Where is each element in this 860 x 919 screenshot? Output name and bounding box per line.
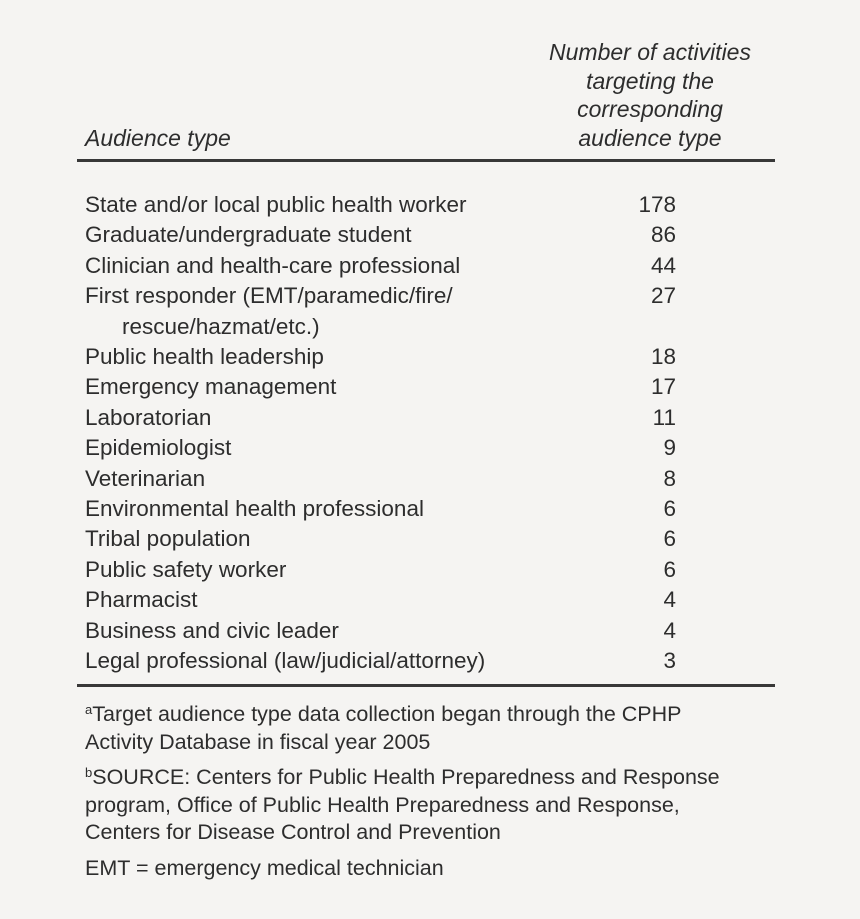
- audience-type-cell: First responder (EMT/paramedic/fire/ res…: [85, 281, 606, 342]
- table-row: Pharmacist 4: [85, 585, 676, 615]
- audience-type-cell: Laboratorian: [85, 403, 606, 433]
- footnote-text: EMT = emergency medical technician: [85, 855, 444, 880]
- audience-type-text-wrapped: rescue/hazmat/etc.): [122, 313, 320, 339]
- activity-count-cell: 6: [663, 556, 676, 582]
- table-row: Public health leadership 18: [85, 342, 676, 372]
- table-row: First responder (EMT/paramedic/fire/ res…: [85, 281, 676, 342]
- audience-type-cell: Public safety worker: [85, 555, 606, 585]
- footnotes-section: aTarget audience type data collection be…: [85, 701, 785, 890]
- audience-type-text: Legal professional (law/judicial/attorne…: [85, 648, 486, 674]
- column-header-activity-count: Number of activities targeting the corre…: [549, 39, 751, 151]
- audience-type-cell: Legal professional (law/judicial/attorne…: [85, 646, 606, 676]
- footnote-text: SOURCE: Centers for Public Health Prepar…: [85, 765, 720, 844]
- table-body: State and/or local public health worker …: [85, 190, 676, 677]
- audience-type-cell: Clinician and health-care professional: [85, 251, 606, 281]
- footnote: aTarget audience type data collection be…: [85, 701, 785, 756]
- activity-count-cell: 6: [663, 496, 676, 522]
- audience-type-text: Laboratorian: [85, 404, 212, 430]
- audience-type-cell: Business and civic leader: [85, 616, 606, 646]
- audience-type-cell: Tribal population: [85, 524, 606, 554]
- table-row: Tribal population 6: [85, 524, 676, 554]
- footnote-marker: a: [85, 702, 93, 717]
- audience-type-text: Tribal population: [85, 526, 251, 552]
- footnote-marker: b: [85, 765, 93, 780]
- audience-type-cell: Environmental health professional: [85, 494, 606, 524]
- footnote-text: Target audience type data collection beg…: [85, 702, 682, 754]
- audience-type-cell: Epidemiologist: [85, 433, 606, 463]
- table-row: Epidemiologist 9: [85, 433, 676, 463]
- audience-type-text: Emergency management: [85, 374, 337, 400]
- activity-count-cell: 86: [650, 222, 676, 248]
- audience-type-text: Clinician and health-care professional: [85, 252, 461, 278]
- table-row: Graduate/undergraduate student 86: [85, 220, 676, 250]
- audience-type-text: Pharmacist: [85, 587, 198, 613]
- audience-type-text: State and/or local public health worker: [85, 192, 467, 217]
- audience-type-text: Public health leadership: [85, 344, 324, 370]
- audience-type-cell: Veterinarian: [85, 464, 606, 494]
- activity-count-cell: 3: [663, 648, 676, 674]
- activity-count-cell: 178: [638, 192, 676, 217]
- audience-type-text: Environmental health professional: [85, 496, 424, 522]
- audience-type-text: Business and civic leader: [85, 617, 339, 643]
- activity-count-cell: 17: [650, 374, 676, 400]
- activity-count-cell: 4: [663, 617, 676, 643]
- activity-count-cell: 18: [650, 344, 676, 370]
- table-row: Business and civic leader 4: [85, 616, 676, 646]
- table-row: Veterinarian 8: [85, 464, 676, 494]
- activity-count-cell: 8: [663, 465, 676, 491]
- audience-type-text: Graduate/undergraduate student: [85, 222, 412, 248]
- activity-count-cell: 6: [663, 526, 676, 552]
- footer-rule: [77, 684, 775, 687]
- table-row: Environmental health professional 6: [85, 494, 676, 524]
- table-row: Emergency management 17: [85, 372, 676, 402]
- audience-type-cell: Public health leadership: [85, 342, 606, 372]
- table-row: Clinician and health-care professional 4…: [85, 251, 676, 281]
- header-rule: [77, 159, 775, 162]
- table-row: State and/or local public health worker …: [85, 190, 676, 220]
- activity-count-cell: 44: [650, 252, 676, 278]
- activity-count-cell: 11: [652, 404, 676, 430]
- audience-type-text: First responder (EMT/paramedic/fire/: [85, 283, 453, 309]
- audience-type-text: Epidemiologist: [85, 435, 232, 461]
- table-row: Legal professional (law/judicial/attorne…: [85, 646, 676, 676]
- audience-type-text: Veterinarian: [85, 465, 206, 491]
- audience-type-text: Public safety worker: [85, 556, 287, 582]
- audience-type-cell: Emergency management: [85, 372, 606, 402]
- audience-type-cell: Graduate/undergraduate student: [85, 220, 606, 250]
- footnote: EMT = emergency medical technician: [85, 855, 785, 883]
- activity-count-cell: 9: [663, 435, 676, 461]
- table-row: Laboratorian 11: [85, 403, 676, 433]
- audience-type-cell: State and/or local public health worker: [85, 190, 606, 220]
- table-row: Public safety worker 6: [85, 555, 676, 585]
- activity-count-cell: 27: [650, 283, 676, 309]
- footnote: bSOURCE: Centers for Public Health Prepa…: [85, 764, 785, 847]
- column-header-audience-type: Audience type: [85, 125, 231, 151]
- activity-count-cell: 4: [663, 587, 676, 613]
- audience-type-cell: Pharmacist: [85, 585, 606, 615]
